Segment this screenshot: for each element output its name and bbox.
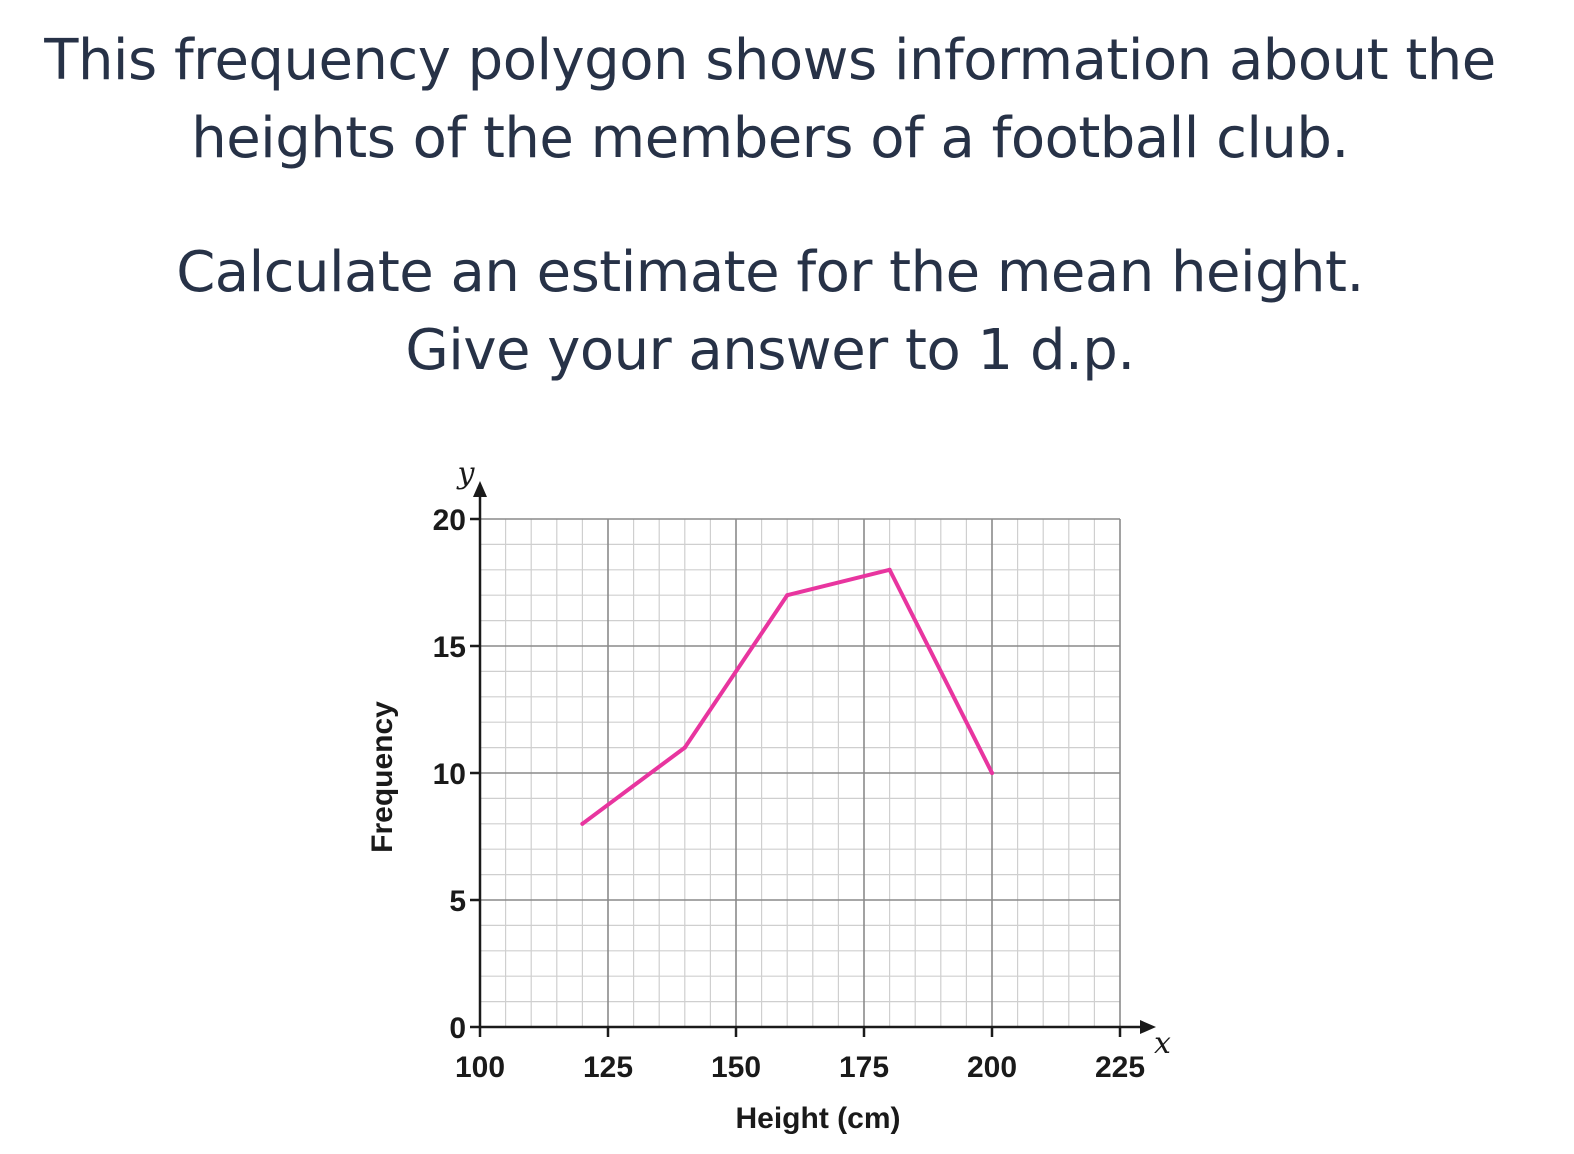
x-tick-label: 125: [583, 1051, 633, 1084]
series: [580, 567, 994, 826]
y-tick-label: 0: [449, 1012, 466, 1045]
question-line-1: This frequency polygon shows information…: [44, 28, 1496, 93]
y-tick-label: 10: [433, 758, 466, 791]
x-tick-label: 200: [967, 1051, 1017, 1084]
data-point: [990, 771, 994, 775]
y-tick-label: 15: [433, 631, 466, 664]
grid-major: [480, 518, 1121, 1027]
x-tick-label: 150: [711, 1051, 761, 1084]
y-axis-variable: y: [456, 456, 476, 491]
ticks: 100 125 150 175 200 225 0 5 10 15 20: [433, 504, 1145, 1084]
x-axis-title: Height (cm): [736, 1102, 901, 1135]
question-line-2: heights of the members of a football clu…: [191, 106, 1349, 171]
question-line-3: Calculate an estimate for the mean heigh…: [176, 240, 1364, 305]
y-axis-title: Frequency: [366, 701, 399, 853]
question-line-4: Give your answer to 1 d.p.: [405, 318, 1135, 383]
x-axis-variable: x: [1154, 1026, 1171, 1061]
y-tick-label: 20: [433, 504, 466, 537]
data-point: [785, 593, 790, 598]
data-point: [887, 567, 892, 572]
x-tick-label: 100: [455, 1051, 505, 1084]
x-tick-label: 175: [839, 1051, 889, 1084]
question-text: This frequency polygon shows information…: [0, 22, 1540, 390]
data-point: [580, 821, 585, 826]
y-axis-arrow: [473, 481, 487, 497]
x-axis-arrow: [1140, 1020, 1156, 1034]
y-tick-label: 5: [449, 885, 466, 918]
axes: [473, 481, 1156, 1034]
data-point: [682, 745, 687, 750]
x-tick-label: 225: [1095, 1051, 1145, 1084]
